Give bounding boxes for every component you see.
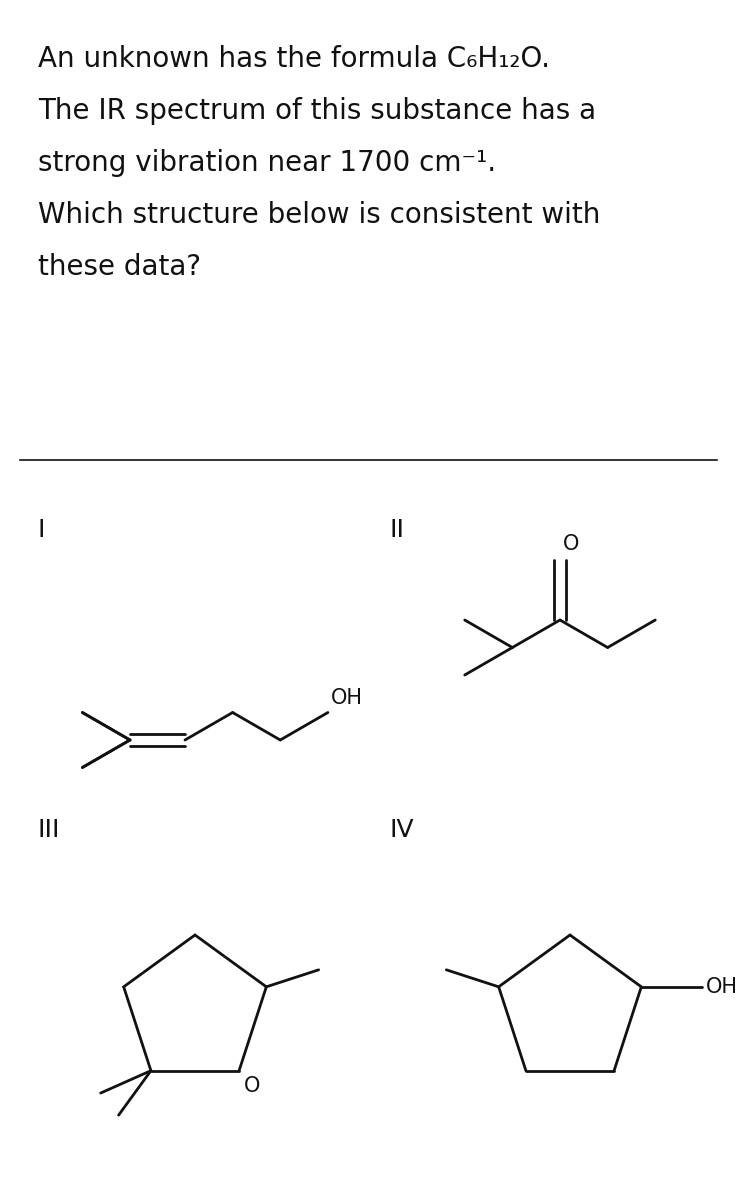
Text: strong vibration near 1700 cm⁻¹.: strong vibration near 1700 cm⁻¹. bbox=[38, 149, 496, 176]
Text: The IR spectrum of this substance has a: The IR spectrum of this substance has a bbox=[38, 97, 596, 125]
Text: I: I bbox=[38, 518, 46, 542]
Text: II: II bbox=[390, 518, 405, 542]
Text: O: O bbox=[563, 534, 579, 554]
Text: these data?: these data? bbox=[38, 253, 201, 281]
Text: III: III bbox=[38, 818, 60, 842]
Text: IV: IV bbox=[390, 818, 415, 842]
Text: O: O bbox=[244, 1075, 260, 1096]
Text: OH: OH bbox=[706, 977, 737, 997]
Text: An unknown has the formula C₆H₁₂O.: An unknown has the formula C₆H₁₂O. bbox=[38, 44, 550, 73]
Text: Which structure below is consistent with: Which structure below is consistent with bbox=[38, 200, 601, 229]
Text: OH: OH bbox=[331, 688, 363, 708]
